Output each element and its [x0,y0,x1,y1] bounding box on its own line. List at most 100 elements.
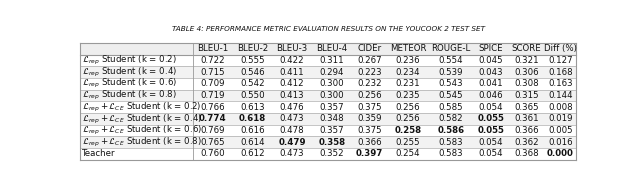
Text: 0.473: 0.473 [280,114,305,124]
Text: $\mathcal{L}_{rep} + \mathcal{L}_{CE}$ Student (k = 0.2): $\mathcal{L}_{rep} + \mathcal{L}_{CE}$ S… [82,101,202,114]
Text: 0.357: 0.357 [319,103,344,112]
Bar [545,137,576,148]
Text: 0.368: 0.368 [515,150,539,158]
Bar [80,101,193,113]
Text: TABLE 4: PERFORMANCE METRIC EVALUATION RESULTS ON THE YOUCOOK 2 TEST SET: TABLE 4: PERFORMANCE METRIC EVALUATION R… [172,26,484,32]
Text: 0.478: 0.478 [280,126,305,135]
Text: 0.258: 0.258 [395,126,422,135]
Bar [273,55,312,66]
Text: 0.348: 0.348 [319,114,344,124]
Bar [429,148,473,160]
Bar [352,113,387,125]
Text: 0.300: 0.300 [319,91,344,100]
Bar [473,66,509,78]
Bar [193,101,233,113]
Text: 0.321: 0.321 [515,56,539,65]
Bar [387,66,429,78]
Text: 0.583: 0.583 [438,138,463,147]
Text: 0.412: 0.412 [280,79,305,88]
Text: 0.357: 0.357 [319,126,344,135]
Text: 0.223: 0.223 [357,68,382,77]
Bar [312,137,352,148]
Bar [312,55,352,66]
Text: 0.306: 0.306 [515,68,539,77]
Text: 0.144: 0.144 [548,91,573,100]
Bar [233,78,273,90]
Bar [352,137,387,148]
Bar [387,137,429,148]
Bar [312,90,352,101]
Text: 0.255: 0.255 [396,138,420,147]
Text: 0.550: 0.550 [240,91,265,100]
Bar [545,55,576,66]
Bar [429,125,473,137]
Bar [473,43,509,55]
Text: 0.127: 0.127 [548,56,573,65]
Text: 0.582: 0.582 [438,114,463,124]
Bar [193,113,233,125]
Text: 0.543: 0.543 [438,79,463,88]
Text: 0.366: 0.366 [357,138,382,147]
Text: SCORE: SCORE [512,44,541,53]
Text: 0.043: 0.043 [479,68,503,77]
Text: 0.359: 0.359 [357,114,382,124]
Bar [545,101,576,113]
Bar [193,137,233,148]
Text: 0.722: 0.722 [200,56,225,65]
Text: $\mathcal{L}_{rep}$ Student (k = 0.2): $\mathcal{L}_{rep}$ Student (k = 0.2) [82,54,177,67]
Bar [387,101,429,113]
Bar [352,43,387,55]
Bar [429,55,473,66]
Bar [233,66,273,78]
Bar [509,66,545,78]
Text: 0.234: 0.234 [396,68,420,77]
Text: 0.411: 0.411 [280,68,305,77]
Text: 0.397: 0.397 [356,150,383,158]
Text: 0.473: 0.473 [280,150,305,158]
Text: 0.375: 0.375 [357,103,382,112]
Text: 0.000: 0.000 [547,150,573,158]
Text: 0.055: 0.055 [477,126,504,135]
Bar [509,43,545,55]
Text: 0.612: 0.612 [240,150,265,158]
Bar [193,148,233,160]
Bar [273,101,312,113]
Bar [312,78,352,90]
Bar [273,66,312,78]
Text: 0.769: 0.769 [200,126,225,135]
Text: 0.375: 0.375 [357,126,382,135]
Bar [352,125,387,137]
Bar [352,148,387,160]
Bar [80,78,193,90]
Text: 0.019: 0.019 [548,114,573,124]
Text: $\mathcal{L}_{rep}$ Student (k = 0.8): $\mathcal{L}_{rep}$ Student (k = 0.8) [82,89,177,102]
Text: 0.766: 0.766 [200,103,225,112]
Bar [473,78,509,90]
Bar [473,148,509,160]
Text: 0.413: 0.413 [280,91,305,100]
Text: 0.254: 0.254 [396,150,420,158]
Bar [545,148,576,160]
Text: $\mathcal{L}_{rep}$ Student (k = 0.6): $\mathcal{L}_{rep}$ Student (k = 0.6) [82,77,177,91]
Bar [352,90,387,101]
Bar [80,90,193,101]
Bar [233,125,273,137]
Text: 0.479: 0.479 [278,138,306,147]
Text: 0.352: 0.352 [319,150,344,158]
Text: 0.760: 0.760 [200,150,225,158]
Bar [387,113,429,125]
Bar [273,78,312,90]
Bar [352,78,387,90]
Bar [387,55,429,66]
Bar [193,125,233,137]
Text: 0.709: 0.709 [200,79,225,88]
Bar [473,137,509,148]
Bar [473,101,509,113]
Text: 0.005: 0.005 [548,126,573,135]
Bar [273,137,312,148]
Bar [312,113,352,125]
Bar [312,66,352,78]
Bar [509,113,545,125]
Text: 0.365: 0.365 [515,103,539,112]
Bar [233,55,273,66]
